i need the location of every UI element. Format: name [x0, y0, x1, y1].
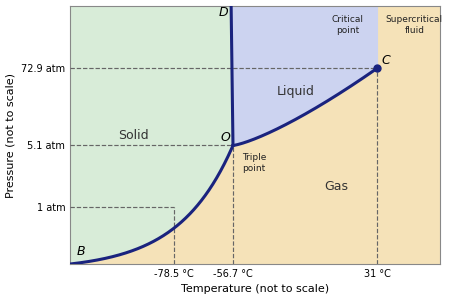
- X-axis label: Temperature (not to scale): Temperature (not to scale): [181, 284, 329, 294]
- Text: $\mathit{O}$: $\mathit{O}$: [220, 131, 231, 144]
- Text: Critical
point: Critical point: [332, 15, 364, 35]
- Text: Supercritical
fluid: Supercritical fluid: [386, 15, 443, 35]
- Text: Solid: Solid: [118, 129, 148, 142]
- Y-axis label: Pressure (not to scale): Pressure (not to scale): [5, 73, 16, 198]
- Polygon shape: [70, 6, 233, 264]
- Text: Liquid: Liquid: [277, 85, 315, 98]
- Text: Triple
point: Triple point: [242, 153, 266, 172]
- Text: $\mathit{B}$: $\mathit{B}$: [76, 244, 86, 258]
- Text: $\mathit{C}$: $\mathit{C}$: [381, 54, 392, 67]
- Polygon shape: [231, 6, 378, 146]
- Text: Gas: Gas: [324, 180, 349, 193]
- Text: $\mathit{D}$: $\mathit{D}$: [218, 6, 230, 19]
